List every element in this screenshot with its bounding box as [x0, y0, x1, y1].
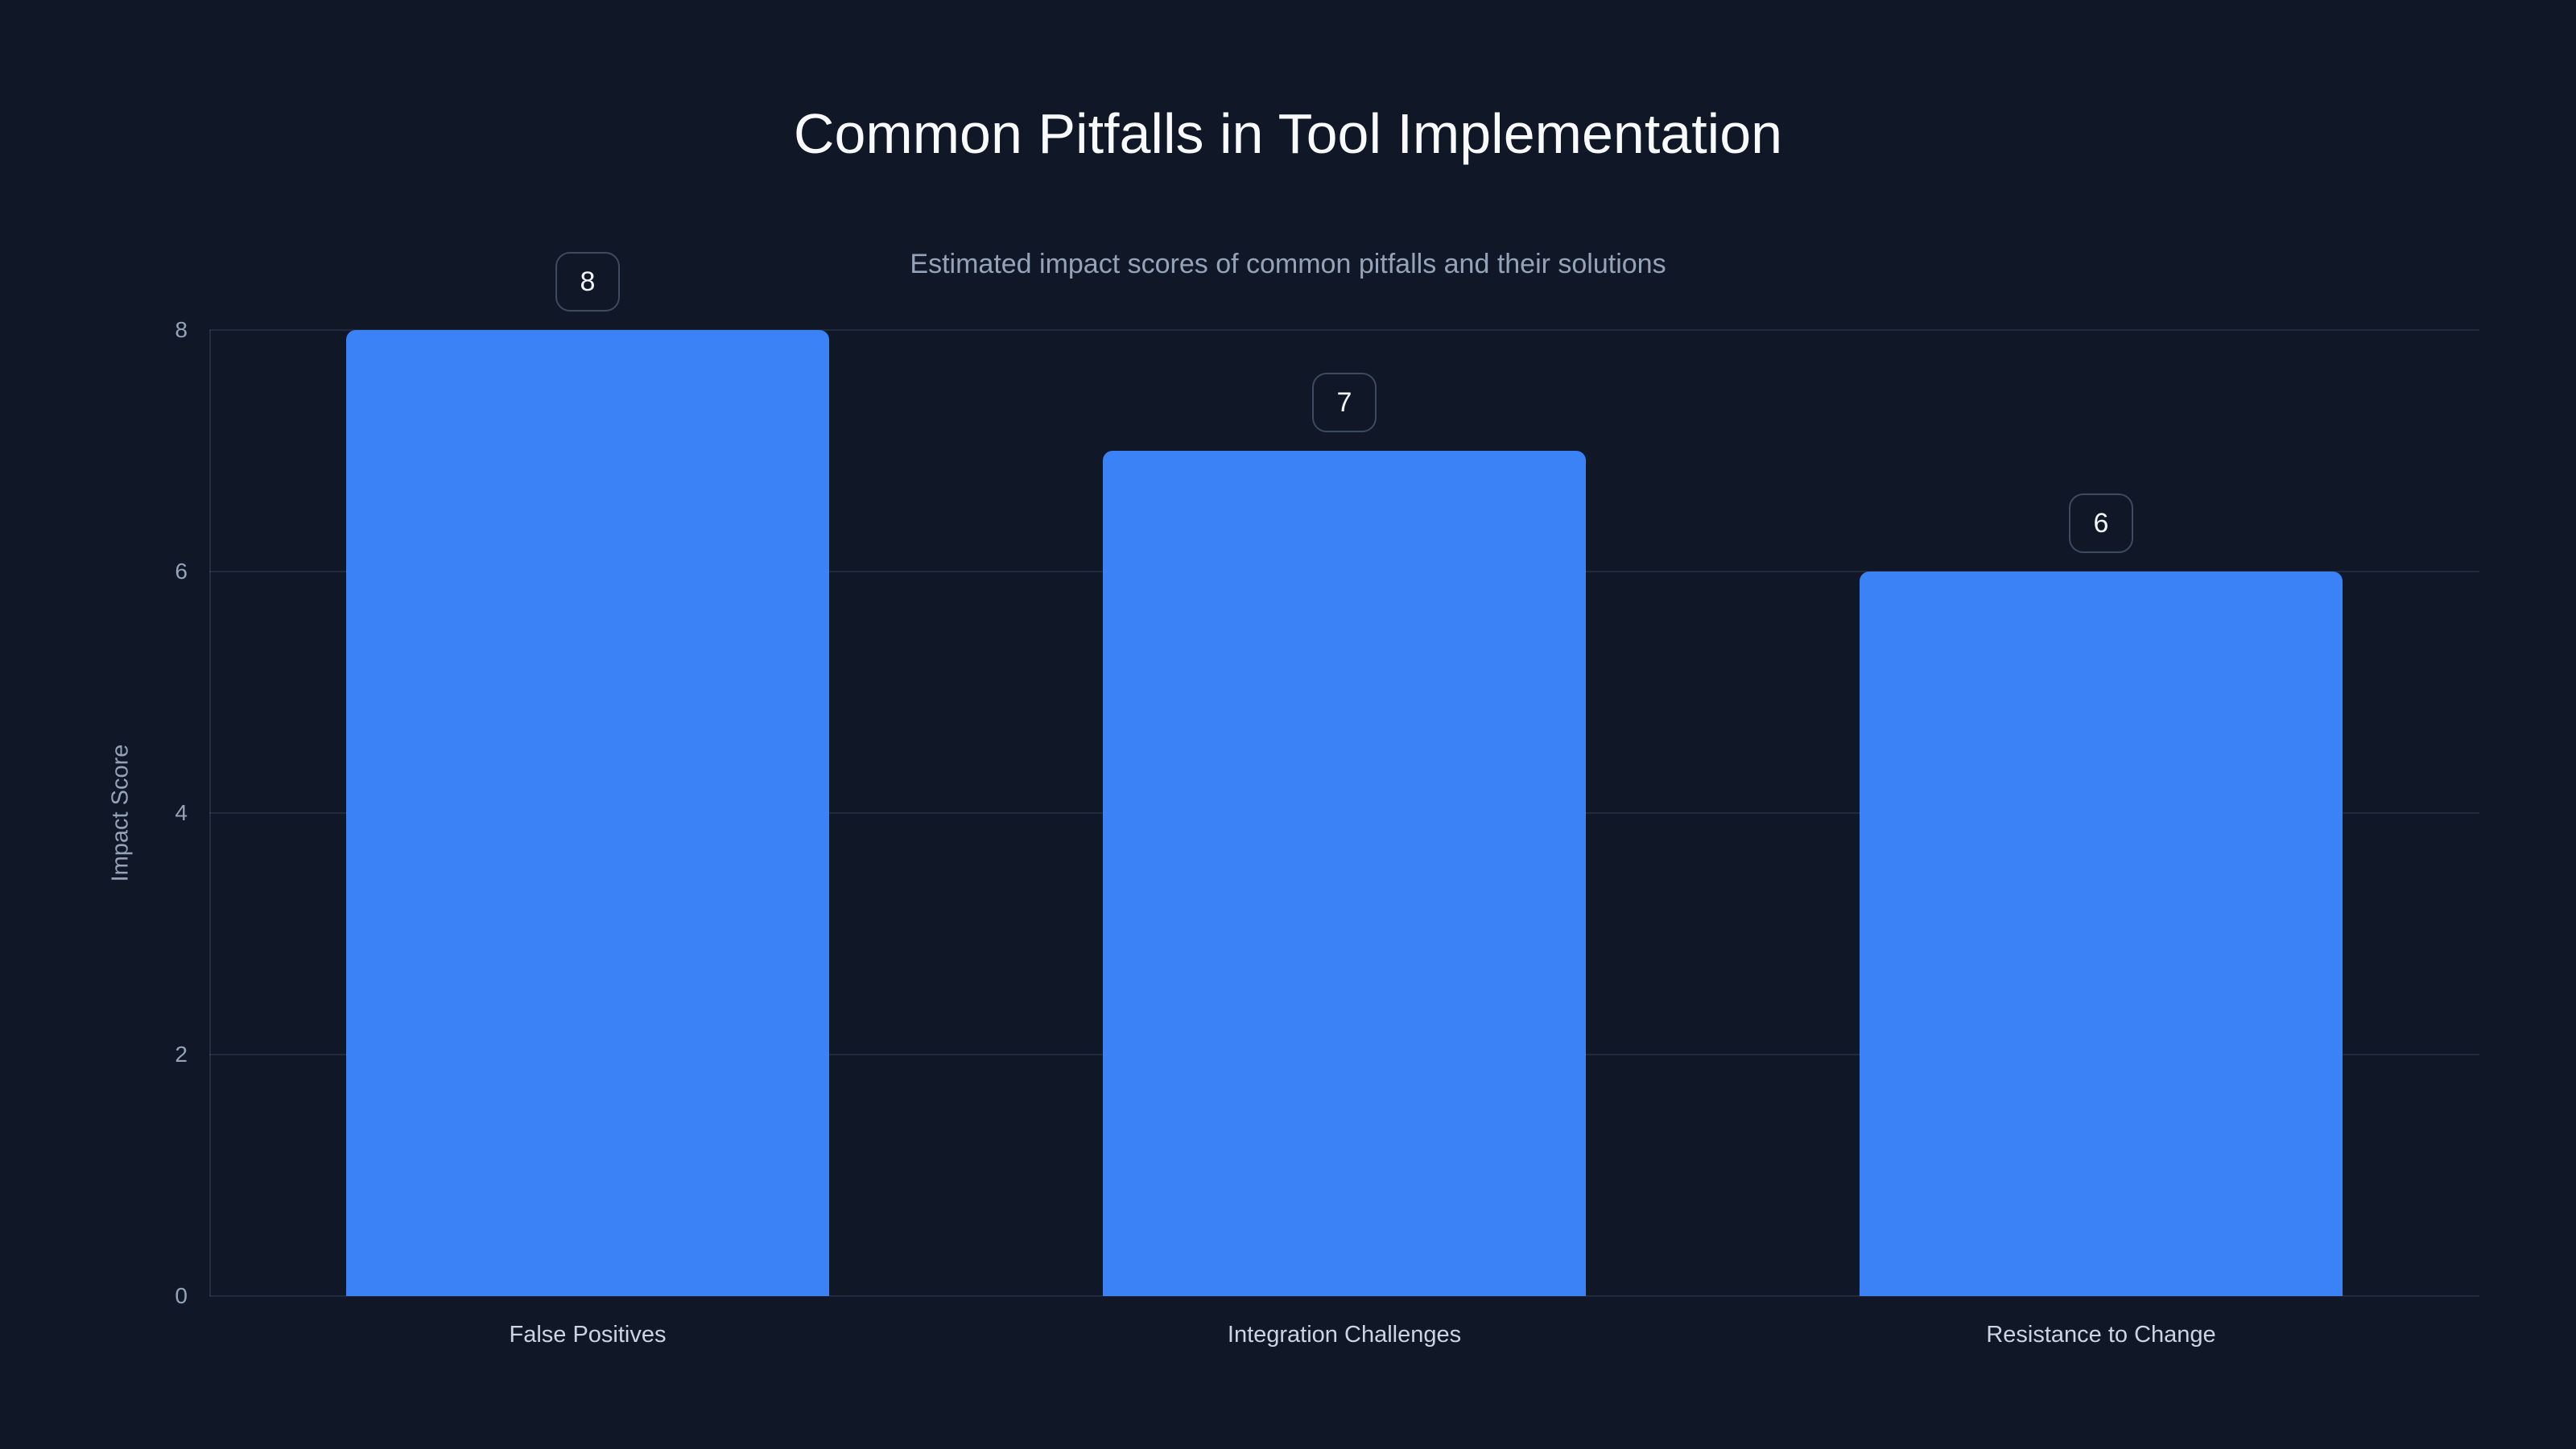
chart-title: Common Pitfalls in Tool Implementation [793, 102, 1783, 165]
bar-slot-resistance-to-change: 6 Resistance to Change [1723, 330, 2479, 1348]
plot-area: 8 False Positives 7 Integration Challenges 6… [209, 252, 2479, 1348]
x-label-false-positives: False Positives [509, 1322, 667, 1348]
x-label-resistance-to-change: Resistance to Change [1986, 1322, 2216, 1348]
bar-integration-challenges[interactable] [1103, 451, 1586, 1296]
y-tick-2: 2 [175, 1042, 188, 1067]
y-axis-line [209, 330, 211, 1296]
value-badge-integration-challenges: 7 [1312, 373, 1377, 432]
x-label-integration-challenges: Integration Challenges [1227, 1322, 1462, 1348]
value-badge-false-positives: 8 [555, 252, 620, 312]
y-tick-8: 8 [175, 317, 188, 342]
chart-subtitle: Estimated impact scores of common pitfal… [910, 249, 1666, 279]
bar-slot-integration-challenges: 7 Integration Challenges [966, 330, 1723, 1348]
bar-slot-false-positives: 8 False Positives [209, 252, 966, 1348]
gridline-y-8 [209, 329, 2479, 331]
y-tick-4: 4 [175, 800, 188, 825]
value-badge-resistance-to-change: 6 [2069, 493, 2133, 553]
y-tick-0: 0 [175, 1283, 188, 1308]
y-tick-6: 6 [175, 559, 188, 584]
bar-resistance-to-change[interactable] [1860, 572, 2343, 1296]
bar-false-positives[interactable] [346, 330, 829, 1296]
gridline-y-0 [209, 1295, 2479, 1297]
